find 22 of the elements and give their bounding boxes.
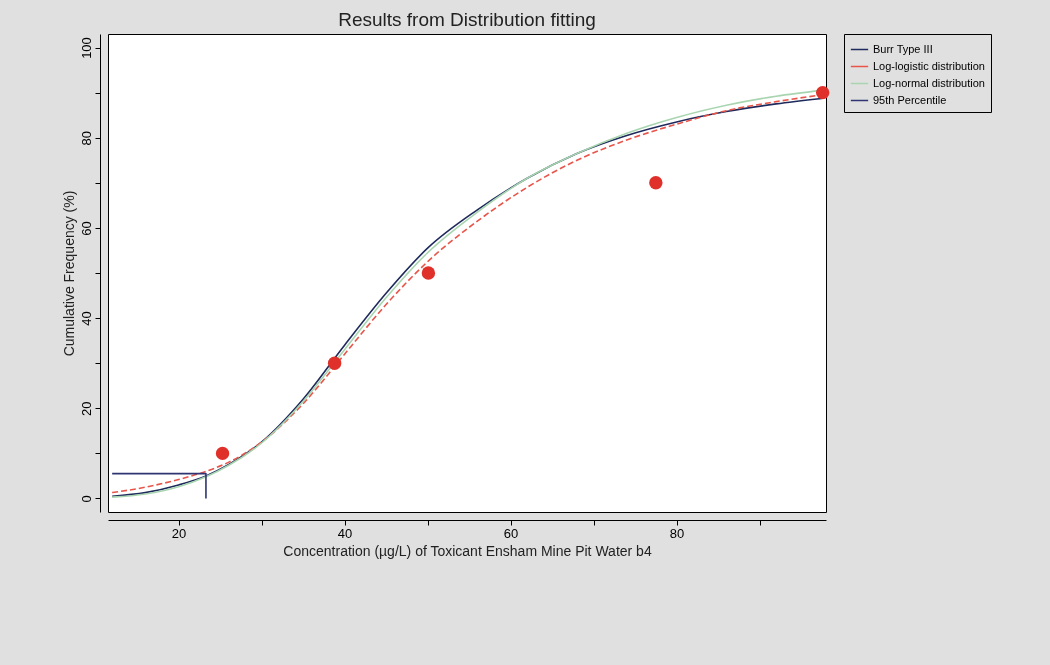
x-tick-label: 80: [669, 525, 685, 541]
x-tick-label: 20: [171, 525, 187, 541]
y-tick-label: 0: [78, 495, 94, 503]
point: [421, 266, 436, 280]
y-tick-label: 100: [78, 37, 94, 59]
y-tick-label: 40: [78, 311, 94, 326]
point: [327, 356, 342, 370]
y-tick-label: 80: [78, 130, 94, 146]
legend-label: Log-normal distribution: [873, 76, 985, 89]
y-axis-title: Cumulative Frequency (%): [60, 190, 77, 357]
point: [215, 446, 230, 461]
y-tick-label: 60: [78, 221, 94, 236]
legend-label: Log-logistic distribution: [873, 59, 985, 72]
point: [815, 85, 830, 100]
y-tick-label: 20: [78, 401, 94, 417]
x-axis-title: Concentration (µg/L) of Toxicant Ensham Mine Pit Water b4: [283, 542, 652, 559]
point: [649, 176, 663, 190]
legend-label: 95th Percentile: [873, 93, 947, 106]
x-tick-label: 40: [337, 525, 353, 541]
chart-title: Results from Distribution fitting: [338, 8, 596, 30]
x-tick-label: 60: [503, 525, 519, 541]
legend-label: Burr Type III: [873, 42, 933, 55]
